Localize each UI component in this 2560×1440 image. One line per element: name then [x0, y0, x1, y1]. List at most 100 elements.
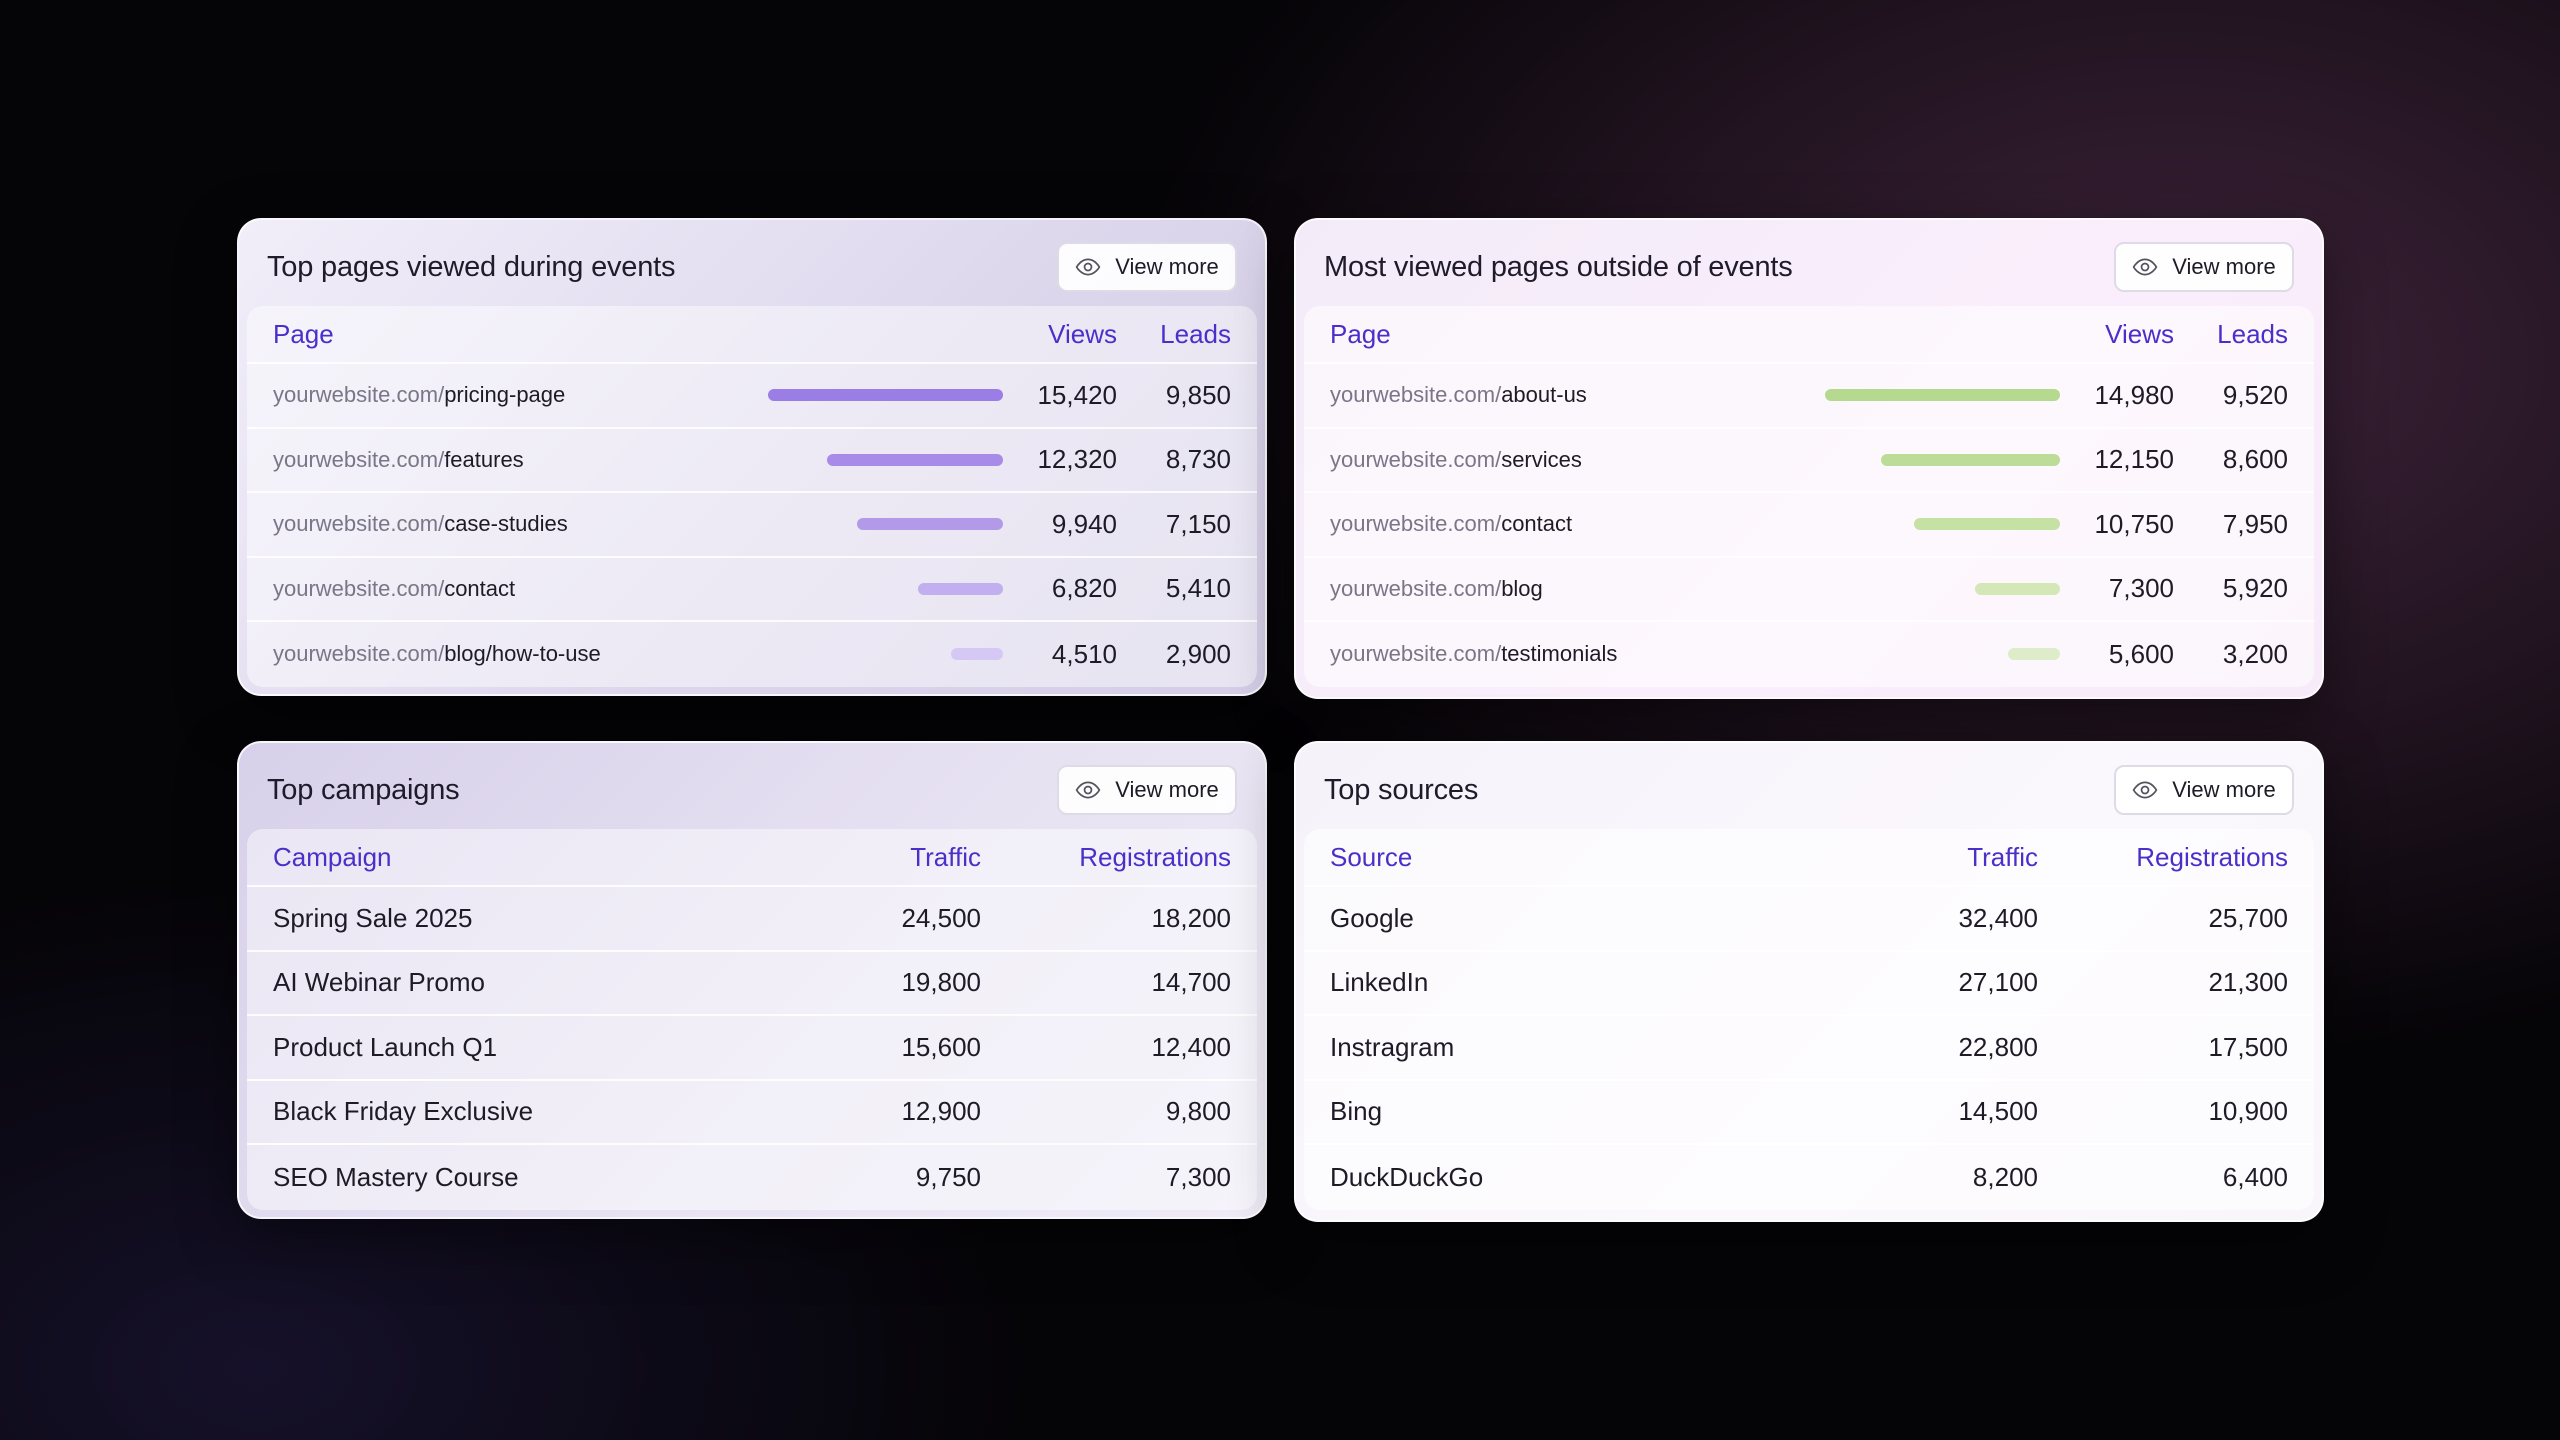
table-header: Page Views Leads: [1304, 306, 2314, 364]
card-header: Top pages viewed during events View more: [247, 228, 1257, 306]
views-value: 12,150: [2094, 444, 2174, 475]
table-row[interactable]: yourwebsite.com/about-us 14,980 9,520: [1304, 364, 2314, 429]
table-row[interactable]: Black Friday Exclusive 12,900 9,800: [247, 1081, 1257, 1145]
row-name: LinkedIn: [1330, 967, 1429, 998]
table-row[interactable]: yourwebsite.com/features 12,320 8,730: [247, 429, 1257, 493]
column-header-leads[interactable]: Leads: [1160, 318, 1231, 349]
page-domain: yourwebsite.com/: [273, 511, 445, 537]
page-url[interactable]: yourwebsite.com/testimonials: [1330, 641, 1825, 667]
row-name: Spring Sale 2025: [273, 902, 473, 933]
page-path: testimonials: [1501, 641, 1618, 667]
traffic-value: 8,200: [1972, 1161, 2038, 1192]
views-bar: [951, 648, 1003, 661]
pages-table: Page Views Leads yourwebsite.com/about-u…: [1304, 306, 2314, 687]
views-bar: [1825, 389, 2060, 402]
page-url[interactable]: yourwebsite.com/blog: [1330, 576, 1825, 602]
traffic-value: 32,400: [1958, 902, 2038, 933]
views-value: 6,820: [1051, 573, 1117, 604]
sources-table: Source Traffic Registrations Google 32,40…: [1304, 829, 2314, 1210]
page-url[interactable]: yourwebsite.com/blog/how-to-use: [273, 641, 768, 667]
leads-value: 2,900: [1165, 638, 1231, 669]
row-name: Google: [1330, 902, 1414, 933]
table-row[interactable]: yourwebsite.com/blog 7,300 5,920: [1304, 558, 2314, 622]
column-header-leads[interactable]: Leads: [2217, 318, 2288, 349]
sources-card: Top sources View more Source Traffic Reg…: [1294, 741, 2324, 1222]
traffic-value: 19,800: [901, 967, 981, 998]
table-row[interactable]: Bing 14,500 10,900: [1304, 1081, 2314, 1145]
page-domain: yourwebsite.com/: [273, 382, 445, 408]
table-body: yourwebsite.com/pricing-page 15,420 9,850 y…: [247, 364, 1257, 687]
table-row[interactable]: DuckDuckGo 8,200 6,400: [1304, 1145, 2314, 1210]
column-header-views[interactable]: Views: [2105, 318, 2174, 349]
leads-value: 9,850: [1165, 379, 1231, 410]
table-row[interactable]: SEO Mastery Course 9,750 7,300: [247, 1145, 1257, 1210]
traffic-value: 9,750: [915, 1161, 981, 1192]
views-bar: [857, 518, 1003, 531]
page-url[interactable]: yourwebsite.com/contact: [1330, 511, 1825, 537]
page-path: features: [444, 446, 524, 472]
column-header-views[interactable]: Views: [1048, 318, 1117, 349]
table-row[interactable]: Google 32,400 25,700: [1304, 887, 2314, 952]
page-url[interactable]: yourwebsite.com/contact: [273, 576, 768, 602]
view-more-label: View more: [2172, 254, 2276, 279]
table-row[interactable]: yourwebsite.com/testimonials 5,600 3,200: [1304, 622, 2314, 687]
view-more-button[interactable]: View more: [1057, 242, 1237, 292]
bar-track: [1825, 389, 2060, 402]
registrations-value: 21,300: [2208, 967, 2288, 998]
table-row[interactable]: yourwebsite.com/pricing-page 15,420 9,850: [247, 364, 1257, 429]
bar-track: [768, 389, 1003, 402]
table-row[interactable]: yourwebsite.com/contact 6,820 5,410: [247, 558, 1257, 622]
page-path: blog/how-to-use: [444, 641, 601, 667]
table-row[interactable]: Instragram 22,800 17,500: [1304, 1016, 2314, 1081]
column-header-page[interactable]: Page: [273, 318, 334, 349]
column-header-registrations[interactable]: Registrations: [2136, 841, 2288, 872]
page-url[interactable]: yourwebsite.com/about-us: [1330, 382, 1825, 408]
table-row[interactable]: yourwebsite.com/services 12,150 8,600: [1304, 429, 2314, 493]
table-row[interactable]: Product Launch Q1 15,600 12,400: [247, 1016, 1257, 1081]
table-row[interactable]: AI Webinar Promo 19,800 14,700: [247, 952, 1257, 1016]
views-bar: [826, 453, 1003, 466]
page-url[interactable]: yourwebsite.com/pricing-page: [273, 382, 768, 408]
table-row[interactable]: yourwebsite.com/blog/how-to-use 4,510 2,90…: [247, 622, 1257, 687]
column-header-page[interactable]: Page: [1330, 318, 1391, 349]
column-header-registrations[interactable]: Registrations: [1079, 841, 1231, 872]
views-bar: [1975, 582, 2060, 595]
row-name: Black Friday Exclusive: [273, 1096, 534, 1127]
bar-track: [1825, 518, 2060, 531]
card-title: Top campaigns: [267, 773, 460, 806]
column-header-traffic[interactable]: Traffic: [910, 841, 981, 872]
table-row[interactable]: yourwebsite.com/case-studies 9,940 7,150: [247, 493, 1257, 558]
leads-value: 5,920: [2222, 573, 2288, 604]
view-more-button[interactable]: View more: [2114, 765, 2294, 815]
page-domain: yourwebsite.com/: [1330, 446, 1502, 472]
page-domain: yourwebsite.com/: [273, 641, 445, 667]
table-row[interactable]: Spring Sale 2025 24,500 18,200: [247, 887, 1257, 952]
registrations-value: 25,700: [2208, 902, 2288, 933]
page-url[interactable]: yourwebsite.com/services: [1330, 447, 1825, 473]
leads-value: 7,950: [2222, 508, 2288, 539]
column-header-source[interactable]: Source: [1330, 841, 1413, 872]
campaigns-table: Campaign Traffic Registrations Spring Sa…: [247, 829, 1257, 1210]
views-value: 14,980: [2094, 379, 2174, 410]
page-url[interactable]: yourwebsite.com/features: [273, 447, 768, 473]
registrations-value: 6,400: [2222, 1161, 2288, 1192]
view-more-button[interactable]: View more: [1057, 765, 1237, 815]
table-row[interactable]: LinkedIn 27,100 21,300: [1304, 952, 2314, 1016]
column-header-traffic[interactable]: Traffic: [1967, 841, 2038, 872]
bar-track: [768, 648, 1003, 661]
events-pages-card: Top pages viewed during events View more…: [237, 218, 1267, 696]
view-more-label: View more: [1115, 254, 1219, 279]
column-header-campaign[interactable]: Campaign: [273, 841, 392, 872]
view-more-button[interactable]: View more: [2114, 242, 2294, 292]
registrations-value: 7,300: [1165, 1161, 1231, 1192]
table-row[interactable]: yourwebsite.com/contact 10,750 7,950: [1304, 493, 2314, 558]
table-header: Page Views Leads: [247, 306, 1257, 364]
page-url[interactable]: yourwebsite.com/case-studies: [273, 511, 768, 537]
row-name: Bing: [1330, 1096, 1383, 1127]
registrations-value: 9,800: [1165, 1096, 1231, 1127]
bar-track: [768, 453, 1003, 466]
page-path: services: [1501, 446, 1582, 472]
page-domain: yourwebsite.com/: [1330, 575, 1502, 601]
views-bar: [768, 389, 1003, 402]
traffic-value: 15,600: [901, 1031, 981, 1062]
